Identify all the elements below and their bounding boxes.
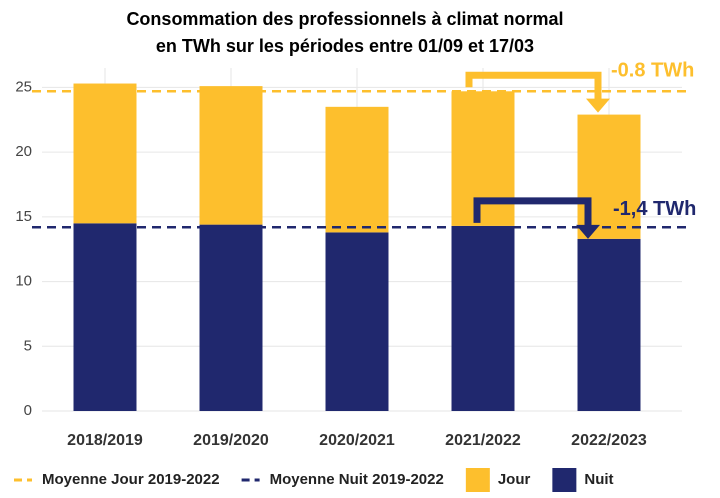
bar-segment: [577, 238, 641, 411]
arrow: [465, 71, 602, 101]
legend-swatch: [552, 468, 577, 492]
bar-segment: [199, 224, 263, 411]
x-tick-label: 2018/2019: [67, 432, 143, 449]
x-tick-label: 2022/2023: [571, 432, 647, 449]
y-tick-label: 0: [24, 402, 32, 419]
arrow-head: [586, 98, 610, 113]
y-tick-label: 10: [15, 273, 32, 290]
annotation: -0.8 TWh: [611, 60, 694, 82]
bar-segment: [451, 91, 515, 226]
bar-segment: [73, 83, 137, 224]
y-tick-label: 15: [15, 208, 32, 225]
annotation: -1,4 TWh: [613, 198, 696, 220]
bar-segment: [325, 232, 389, 411]
legend-label: Moyenne Nuit 2019-2022: [270, 471, 444, 488]
bar-segment: [325, 106, 389, 233]
y-tick-label: 5: [24, 337, 32, 354]
bar-segment: [199, 86, 263, 225]
y-tick-label: 25: [15, 78, 32, 95]
legend-label: Moyenne Jour 2019-2022: [42, 471, 220, 488]
y-tick-label: 20: [15, 143, 32, 160]
bar-segment: [73, 223, 137, 411]
x-tick-label: 2020/2021: [319, 432, 395, 449]
chart-title: en TWh sur les périodes entre 01/09 et 1…: [156, 36, 534, 56]
x-tick-label: 2021/2022: [445, 432, 521, 449]
arrow: [473, 197, 592, 227]
legend-label: Jour: [498, 471, 531, 488]
chart-title: Consommation des professionnels à climat…: [126, 9, 563, 29]
bar-segment: [451, 225, 515, 411]
x-tick-label: 2019/2020: [193, 432, 269, 449]
legend-label: Nuit: [584, 471, 613, 488]
arrow-head: [576, 224, 600, 239]
legend-swatch: [465, 468, 490, 492]
